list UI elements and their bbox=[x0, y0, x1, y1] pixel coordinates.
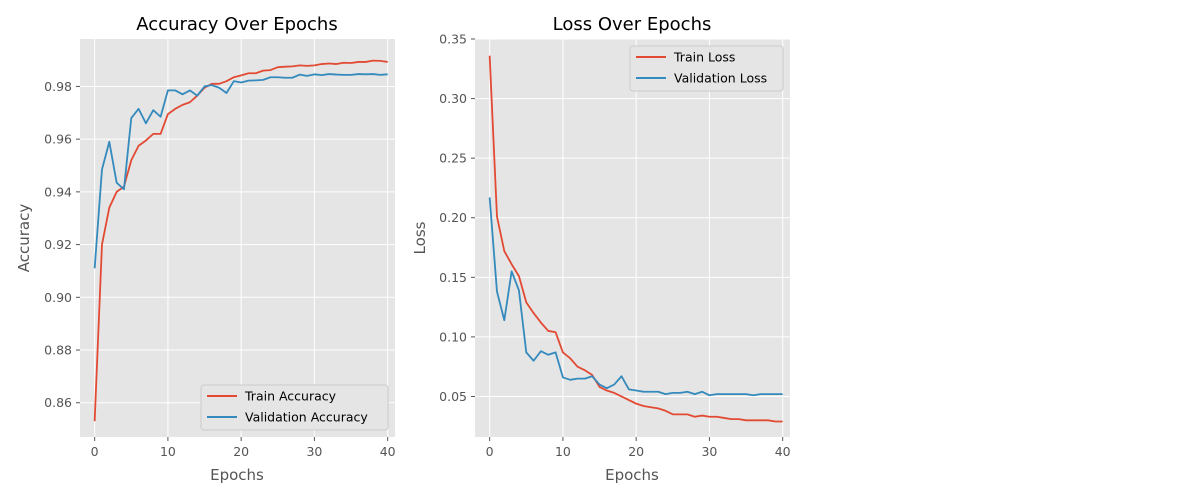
loss-series-train-line bbox=[488, 55, 783, 423]
loss-y-tick-label: 0.05 bbox=[439, 389, 467, 404]
accuracy-title: Accuracy Over Epochs bbox=[136, 14, 337, 35]
loss-y-tick-label: 0.25 bbox=[439, 151, 467, 166]
loss-y-tick-label: 0.15 bbox=[439, 270, 467, 285]
accuracy-legend: Train Accuracy Validation Accuracy bbox=[200, 384, 389, 431]
loss-y-axis-label: Loss bbox=[411, 221, 429, 254]
loss-legend: Train Loss Validation Loss bbox=[629, 45, 784, 92]
accuracy-y-tick-label: 0.98 bbox=[44, 79, 72, 94]
accuracy-x-ticks: 0 10 20 30 40 bbox=[91, 437, 396, 459]
accuracy-x-tick-label: 0 bbox=[91, 444, 99, 459]
loss-y-tick-label: 0.20 bbox=[439, 210, 467, 225]
loss-lines bbox=[488, 55, 783, 423]
loss-x-axis-label: Epochs bbox=[605, 466, 659, 484]
loss-title: Loss Over Epochs bbox=[553, 14, 712, 35]
accuracy-x-tick-label: 40 bbox=[380, 444, 396, 459]
loss-x-tick-label: 20 bbox=[628, 444, 644, 459]
accuracy-y-tick-label: 0.86 bbox=[44, 395, 72, 410]
accuracy-x-tick-label: 30 bbox=[306, 444, 322, 459]
accuracy-lines bbox=[93, 59, 388, 422]
accuracy-chart: 0 10 20 30 40 0.86 0.88 0.90 0.92 0.94 0.96 0.98 A… bbox=[15, 14, 396, 484]
accuracy-x-tick-label: 20 bbox=[233, 444, 249, 459]
accuracy-legend-label-validation: Validation Accuracy bbox=[245, 410, 368, 425]
loss-x-tick-label: 30 bbox=[701, 444, 717, 459]
loss-series-validation-line bbox=[488, 197, 783, 397]
accuracy-x-axis-label: Epochs bbox=[210, 466, 264, 484]
loss-y-tick-label: 0.35 bbox=[439, 32, 467, 47]
loss-y-ticks: 0.05 0.10 0.15 0.20 0.25 0.30 0.35 bbox=[439, 32, 475, 404]
accuracy-legend-label-train: Train Accuracy bbox=[244, 389, 337, 404]
accuracy-series-train-line bbox=[93, 59, 388, 422]
accuracy-series-validation-line bbox=[93, 73, 388, 269]
loss-y-tick-label: 0.30 bbox=[439, 91, 467, 106]
accuracy-plot-area bbox=[80, 39, 395, 437]
loss-chart: 0 10 20 30 40 0.05 0.10 0.15 0.20 0.25 0.30 0.35 L… bbox=[411, 14, 791, 484]
accuracy-x-tick-label: 10 bbox=[160, 444, 176, 459]
loss-x-tick-label: 40 bbox=[775, 444, 791, 459]
loss-y-tick-label: 0.10 bbox=[439, 329, 467, 344]
loss-x-ticks: 0 10 20 30 40 bbox=[486, 437, 791, 459]
accuracy-y-tick-label: 0.94 bbox=[44, 184, 72, 199]
accuracy-y-axis-label: Accuracy bbox=[15, 204, 33, 273]
loss-x-tick-label: 0 bbox=[486, 444, 494, 459]
accuracy-y-ticks: 0.86 0.88 0.90 0.92 0.94 0.96 0.98 bbox=[44, 79, 80, 410]
loss-legend-label-validation: Validation Loss bbox=[674, 71, 767, 86]
loss-legend-box bbox=[629, 45, 784, 92]
accuracy-legend-box bbox=[200, 384, 389, 431]
accuracy-y-tick-label: 0.96 bbox=[44, 132, 72, 147]
loss-legend-label-train: Train Loss bbox=[673, 50, 735, 65]
accuracy-y-tick-label: 0.92 bbox=[44, 237, 72, 252]
loss-x-tick-label: 10 bbox=[555, 444, 571, 459]
accuracy-y-tick-label: 0.90 bbox=[44, 290, 72, 305]
accuracy-y-tick-label: 0.88 bbox=[44, 343, 72, 358]
loss-grid bbox=[475, 38, 790, 437]
loss-plot-area bbox=[475, 39, 790, 437]
